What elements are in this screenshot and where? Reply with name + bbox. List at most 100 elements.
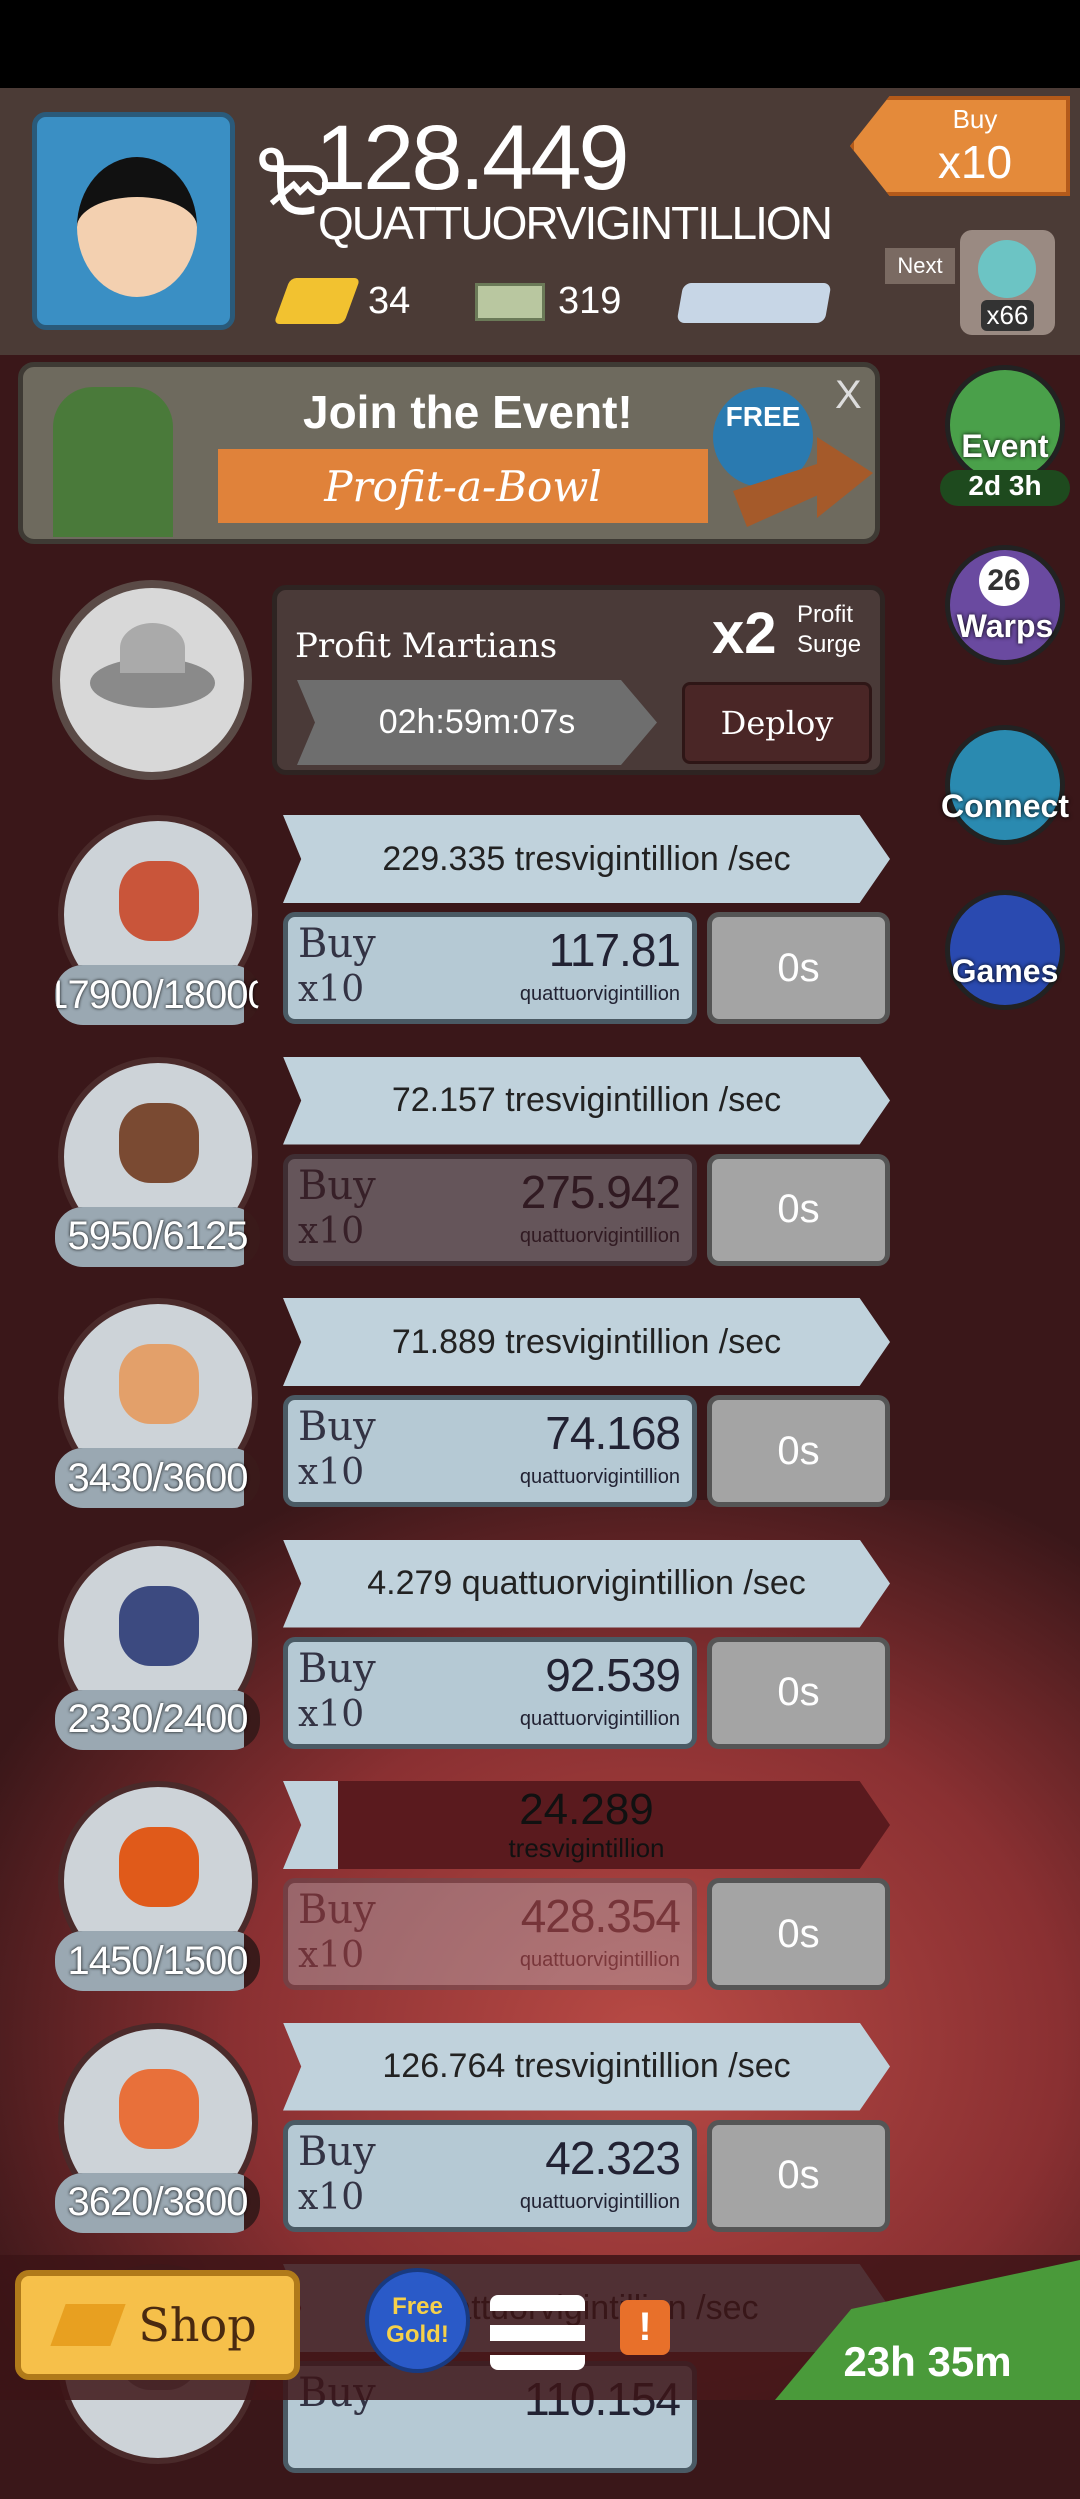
buy-button[interactable]: Buy x10 275.942 quattuorvigintillion <box>283 1153 697 1266</box>
multiplier-badge[interactable] <box>676 283 832 323</box>
next-icon <box>978 240 1036 298</box>
revenue-bar: 24.289 tresvigintillion <box>283 1781 890 1869</box>
cycle-timer: 0s <box>707 1395 890 1507</box>
megabucks-icon <box>475 283 545 321</box>
buy-amount: x10 <box>937 135 1013 188</box>
business-icon <box>119 861 199 941</box>
free-badge: FREE <box>713 387 813 487</box>
ufo-dome <box>120 623 185 673</box>
timer-badge[interactable]: 23h 35m <box>775 2260 1080 2400</box>
event-banner[interactable]: Join the Event! Profit-a-Bowl FREE X <box>18 362 880 544</box>
cycle-timer: 0s <box>707 1636 890 1749</box>
owned-count: 3620/3800 <box>55 2172 260 2233</box>
business-icon <box>119 2068 199 2149</box>
buy-amount: x10 <box>298 1210 365 1252</box>
manager-panel: Profit Martians x2 Profit Surge 02h:59m:… <box>272 585 885 775</box>
cycle-timer: 0s <box>707 1153 890 1266</box>
buy-cost-unit: quattuorvigintillion <box>519 983 680 1005</box>
manager-timer: 02h:59m:07s <box>297 680 657 765</box>
owned-count: 2330/2400 <box>55 1689 260 1750</box>
business-row: 5950/6125 72.157 tresvigintillion /sec Buy… <box>0 1056 1080 1292</box>
buy-cost-unit: quattuorvigintillion <box>519 1466 680 1488</box>
revenue-amount: 24.289 <box>519 1785 654 1834</box>
owned-progress <box>55 1448 244 1508</box>
revenue-bar: 126.764 tresvigintillion /sec <box>283 2022 890 2111</box>
deploy-button[interactable]: Deploy <box>682 682 872 764</box>
buy-cost-unit: quattuorvigintillion <box>519 1949 680 1971</box>
currency-icon: ₻ <box>258 132 330 234</box>
event-character <box>53 387 173 537</box>
side-button-label: Games <box>951 953 1059 989</box>
business-row: 2330/2400 4.279 quattuorvigintillion /sec… <box>0 1539 1080 1775</box>
business-row: 17900/18000 229.335 tresvigintillion /sec… <box>0 815 1080 1050</box>
manager-portrait[interactable] <box>52 580 252 780</box>
owned-label: 5950/6125 <box>67 1214 248 1258</box>
business-row: 3620/3800 126.764 tresvigintillion /sec Bu… <box>0 2022 1080 2258</box>
avatar[interactable] <box>32 112 235 330</box>
side-button[interactable]: 26 Warps <box>935 540 1075 680</box>
manager-name: Profit Martians <box>295 626 558 666</box>
revenue-bar: 71.889 tresvigintillion /sec <box>283 1298 890 1386</box>
buy-cost: 117.81 <box>548 924 681 976</box>
buy-label: Buy <box>298 921 376 967</box>
shop-button[interactable]: Shop <box>15 2270 300 2380</box>
owned-count: 17900/18000 <box>55 965 260 1025</box>
side-button-badge <box>945 890 1065 1010</box>
owned-label: 2330/2400 <box>67 1697 248 1741</box>
owned-progress <box>55 1689 244 1750</box>
menu-button[interactable] <box>490 2295 585 2370</box>
side-button-count: 26 <box>979 556 1029 606</box>
buy-button[interactable]: Buy x10 92.539 quattuorvigintillion <box>283 1636 697 1749</box>
revenue-bar: 72.157 tresvigintillion /sec <box>283 1056 890 1145</box>
money-unit: QUATTUORVIGINTILLION <box>318 197 833 249</box>
buy-cost-unit: quattuorvigintillion <box>519 2190 680 2213</box>
megabucks-count: 319 <box>558 280 622 322</box>
free-gold-button[interactable]: Free Gold! <box>365 2268 470 2373</box>
side-button[interactable]: Event 2d 3h <box>935 360 1075 506</box>
owned-label: 17900/18000 <box>55 972 260 1017</box>
close-button[interactable]: X <box>835 373 862 417</box>
revenue-unit: tresvigintillion <box>508 1833 665 1863</box>
money: 128.449 <box>315 107 630 209</box>
owned-progress <box>55 965 244 1025</box>
buy-label: Buy <box>298 1887 376 1933</box>
buy-button[interactable]: Buy x10 42.323 quattuorvigintillion <box>283 2119 697 2232</box>
owned-progress <box>55 1931 244 1991</box>
side-button[interactable]: Connect <box>935 720 1075 860</box>
alert-icon[interactable]: ! <box>620 2300 670 2355</box>
owned-label: 3430/3600 <box>67 1455 248 1500</box>
timer-label: 23h 35m <box>843 2338 1012 2385</box>
business-icon <box>119 1344 199 1424</box>
buy-cost: 42.323 <box>545 2131 681 2184</box>
bottom-bar: Shop Free Gold! ! 23h 35m <box>0 2255 1080 2400</box>
event-title: Join the Event! <box>303 386 633 438</box>
buy-amount: x10 <box>298 2176 365 2218</box>
buy-amount: x10 <box>298 1452 365 1493</box>
owned-label: 1450/1500 <box>67 1938 248 1983</box>
buy-button[interactable]: Buy x10 428.354 quattuorvigintillion <box>283 1878 697 1990</box>
owned-count: 5950/6125 <box>55 1206 260 1267</box>
buy-multiplier[interactable]: Buy x10 <box>850 96 1070 196</box>
buy-amount: x10 <box>298 1935 365 1976</box>
side-button-label: Warps <box>956 608 1054 644</box>
side-button-badge <box>945 365 1065 485</box>
revenue-bar: 4.279 quattuorvigintillion /sec <box>283 1539 890 1628</box>
side-button[interactable]: Games <box>935 885 1075 1025</box>
manager-bonus: Profit Surge <box>797 601 862 658</box>
shop-label: Shop <box>138 2298 257 2352</box>
gold-icon <box>273 278 361 324</box>
buy-cost: 275.942 <box>520 1165 681 1218</box>
next-unlock[interactable]: x66 <box>960 230 1055 335</box>
buy-button[interactable]: Buy x10 117.81 quattuorvigintillion <box>283 912 697 1024</box>
buy-label: Buy <box>298 1162 376 1209</box>
status-bar <box>0 0 1080 88</box>
buy-cost: 74.168 <box>545 1407 681 1459</box>
side-button-sub: 2d 3h <box>940 470 1070 506</box>
owned-count: 3430/3600 <box>55 1448 260 1508</box>
cycle-timer: 0s <box>707 912 890 1024</box>
buy-button[interactable]: Buy x10 74.168 quattuorvigintillion <box>283 1395 697 1507</box>
buy-cost: 92.539 <box>545 1648 681 1701</box>
cycle-timer: 0s <box>707 2119 890 2232</box>
buy-label: Buy <box>298 1645 376 1692</box>
header: ₻ 128.449 QUATTUORVIGINTILLION 34 319 Bu… <box>0 88 1080 355</box>
